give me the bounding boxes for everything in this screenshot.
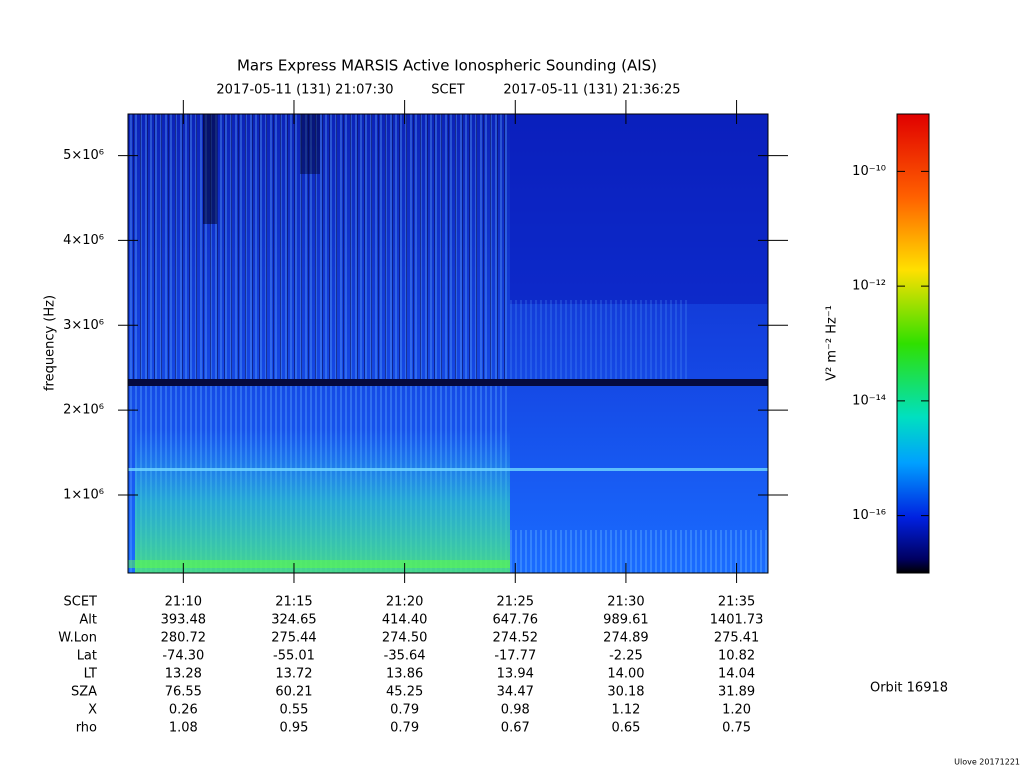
table-cell: 274.89: [603, 631, 649, 646]
table-cell: 0.65: [611, 721, 640, 736]
subtitle: 2017-05-11 (131) 21:07:30: [216, 83, 393, 98]
table-cell: 14.00: [607, 667, 644, 682]
table-cell: 1.08: [169, 721, 198, 736]
table-cell: 1.20: [722, 703, 751, 718]
table-cell: 76.55: [165, 685, 202, 700]
colorbar-label: V² m⁻² Hz⁻¹: [825, 305, 840, 381]
table-cell: 0.55: [279, 703, 308, 718]
table-row-label: SZA: [71, 685, 97, 700]
table-cell: 13.94: [497, 667, 534, 682]
table-cell: 1.12: [611, 703, 640, 718]
x-tick-label: 21:35: [718, 595, 755, 610]
colorbar-tick-label: 10⁻¹⁰: [852, 164, 886, 179]
table-cell: 14.04: [718, 667, 755, 682]
chart-title: Mars Express MARSIS Active Ionospheric S…: [237, 57, 657, 75]
table-cell: 0.67: [501, 721, 530, 736]
table-cell: 60.21: [275, 685, 312, 700]
table-cell: 13.72: [275, 667, 312, 682]
table-row-label: rho: [76, 721, 97, 736]
colorbar-tick-label: 10⁻¹⁴: [852, 393, 886, 408]
y-tick-label: 1×10⁶: [63, 487, 104, 502]
table-cell: 1401.73: [710, 613, 764, 628]
table-cell: 0.75: [722, 721, 751, 736]
table-cell: 0.79: [390, 703, 419, 718]
table-cell: 13.86: [386, 667, 423, 682]
y-tick-label: 4×10⁶: [63, 233, 104, 248]
table-cell: 31.89: [718, 685, 755, 700]
table-cell: -2.25: [609, 649, 643, 664]
table-cell: 275.41: [714, 631, 760, 646]
y-tick-label: 5×10⁶: [63, 148, 104, 163]
subtitle: 2017-05-11 (131) 21:36:25: [503, 83, 680, 98]
table-row-label: W.Lon: [58, 631, 97, 646]
x-tick-label: 21:15: [275, 595, 312, 610]
table-row-label: LT: [84, 667, 97, 682]
y-tick-label: 3×10⁶: [63, 318, 104, 333]
table-cell: -55.01: [273, 649, 315, 664]
table-cell: -74.30: [162, 649, 204, 664]
y-axis-label: frequency (Hz): [43, 295, 58, 391]
table-cell: 647.76: [493, 613, 539, 628]
table-cell: 275.44: [271, 631, 317, 646]
table-cell: -17.77: [494, 649, 536, 664]
table-cell: 10.82: [718, 649, 755, 664]
table-cell: 30.18: [607, 685, 644, 700]
table-cell: 414.40: [382, 613, 428, 628]
table-header: SCET: [64, 595, 98, 610]
spectrogram: [127, 113, 769, 574]
table-cell: 45.25: [386, 685, 423, 700]
subtitle: SCET: [431, 83, 465, 98]
table-row-label: Alt: [79, 613, 97, 628]
table-cell: -35.64: [384, 649, 426, 664]
x-tick-label: 21:30: [607, 595, 644, 610]
table-row-label: X: [88, 703, 97, 718]
y-tick-label: 2×10⁶: [63, 403, 104, 418]
colorbar-tick-label: 10⁻¹⁶: [852, 508, 886, 523]
colorbar: [896, 113, 930, 574]
table-cell: 0.26: [169, 703, 198, 718]
x-tick-label: 21:10: [165, 595, 202, 610]
table-cell: 0.98: [501, 703, 530, 718]
table-cell: 280.72: [161, 631, 207, 646]
table-cell: 0.79: [390, 721, 419, 736]
footer: Ulove 20171221: [954, 758, 1020, 767]
orbit-label: Orbit 16918: [870, 681, 948, 696]
x-tick-label: 21:25: [497, 595, 534, 610]
table-cell: 274.50: [382, 631, 428, 646]
table-cell: 274.52: [493, 631, 539, 646]
table-cell: 13.28: [165, 667, 202, 682]
table-cell: 393.48: [161, 613, 207, 628]
table-cell: 989.61: [603, 613, 649, 628]
colorbar-tick-label: 10⁻¹²: [852, 279, 886, 294]
table-cell: 324.65: [271, 613, 317, 628]
x-tick-label: 21:20: [386, 595, 423, 610]
table-cell: 34.47: [497, 685, 534, 700]
table-cell: 0.95: [279, 721, 308, 736]
table-row-label: Lat: [77, 649, 97, 664]
